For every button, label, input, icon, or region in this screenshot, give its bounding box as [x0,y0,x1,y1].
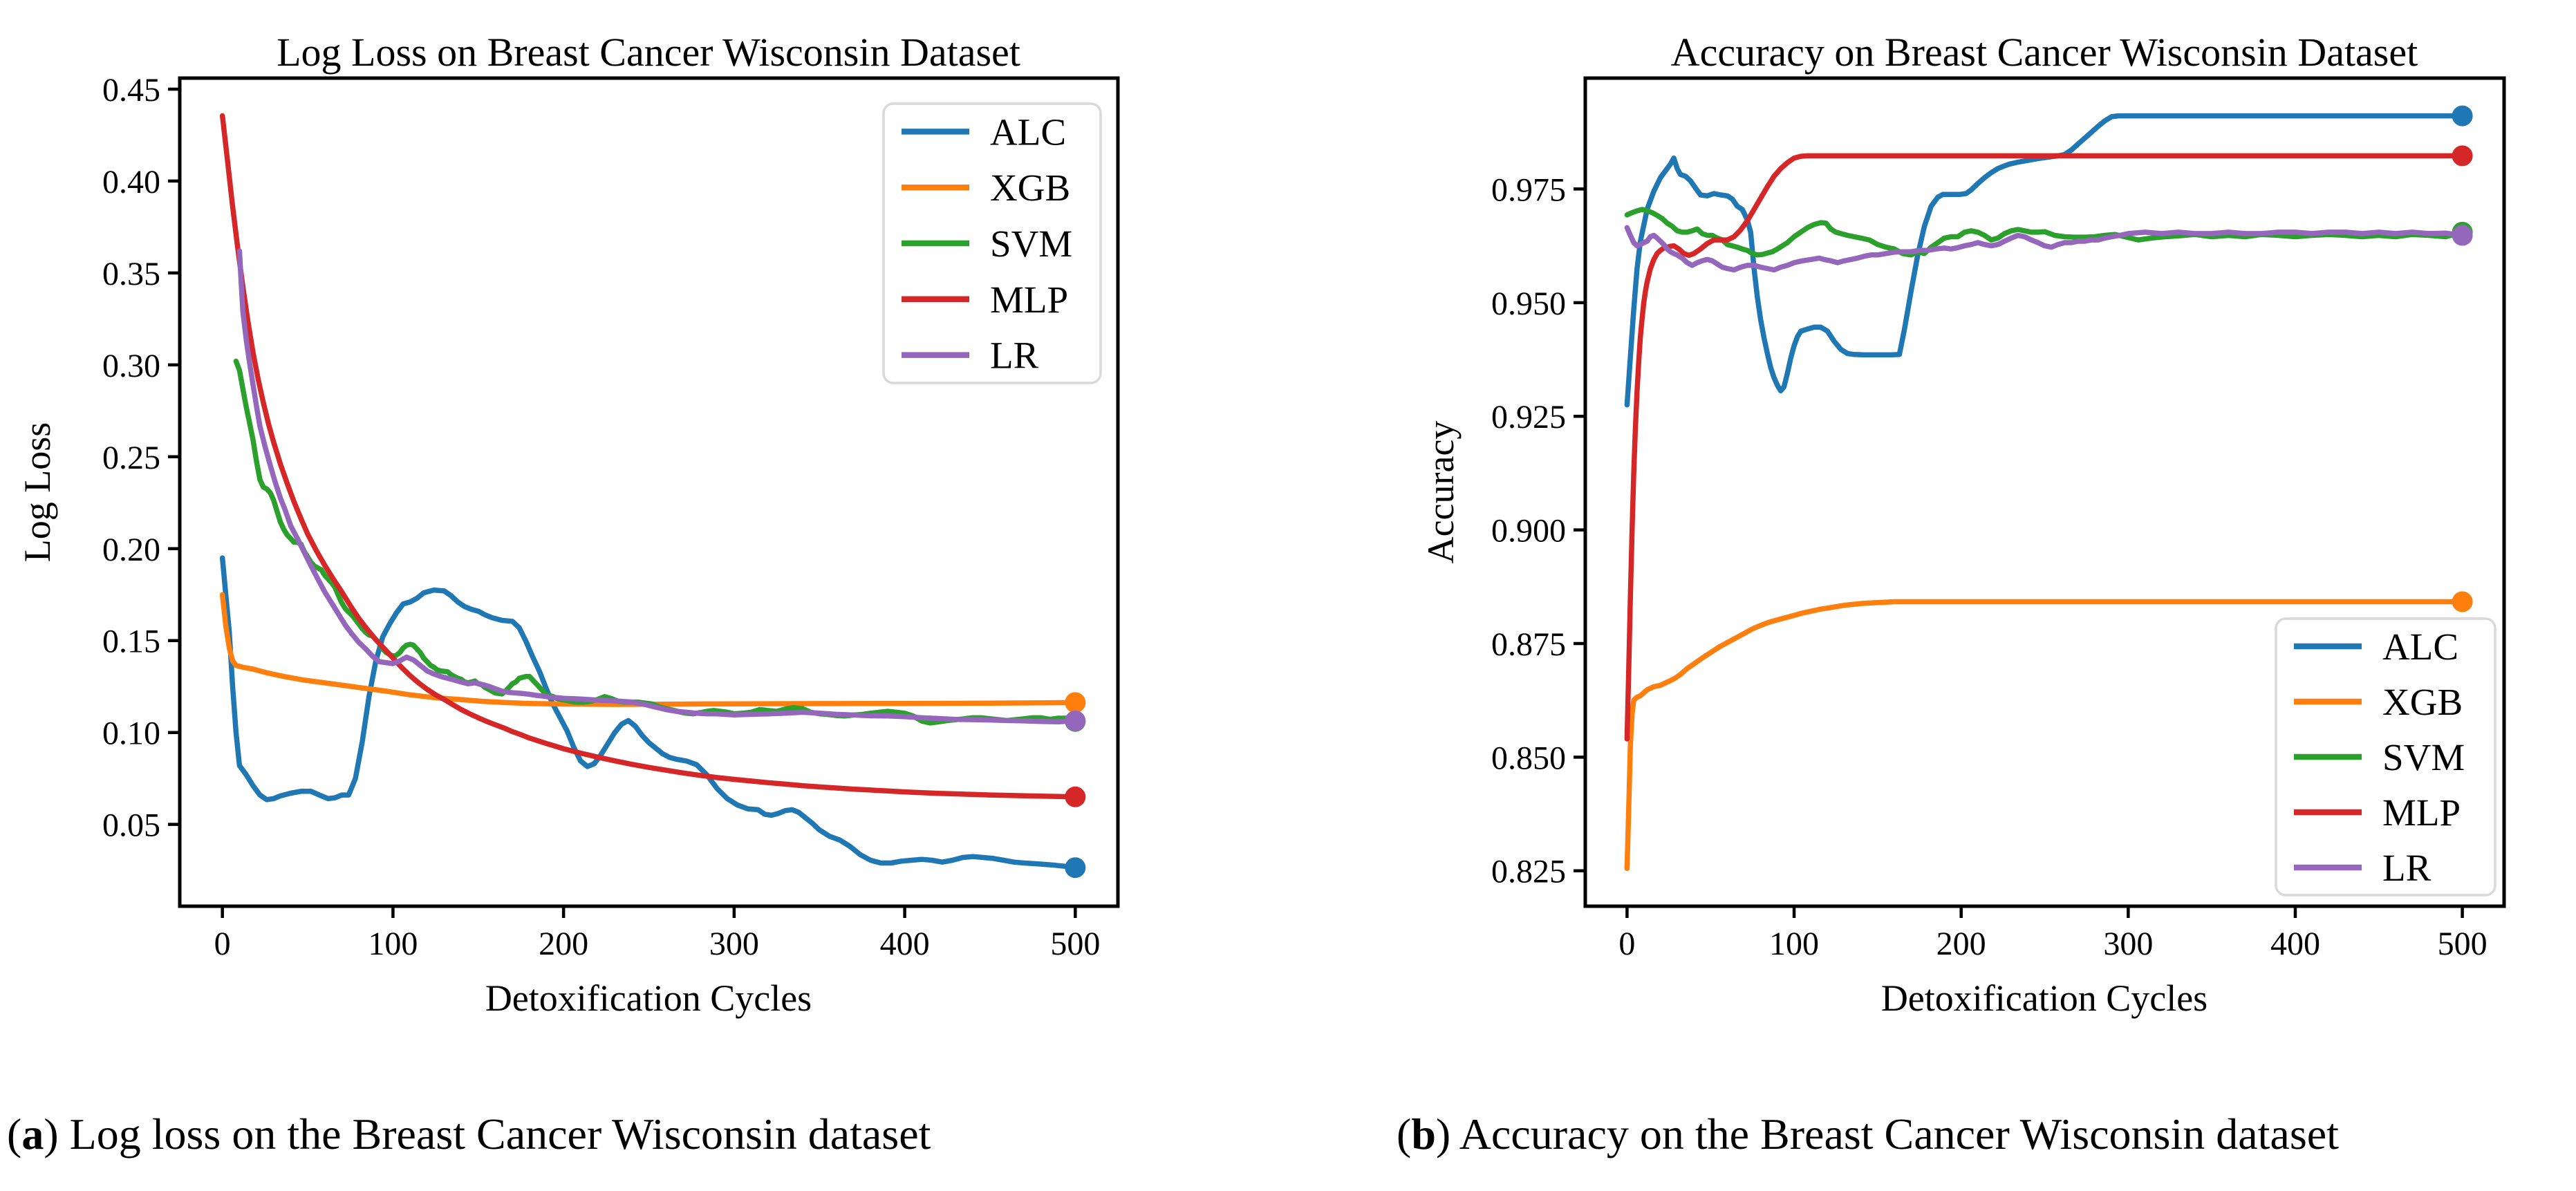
series-line-mlp [219,113,1079,800]
chart-b-accuracy: Accuracy on Breast Cancer Wisconsin Data… [1420,30,2506,1019]
chart-b-title: Accuracy on Breast Cancer Wisconsin Data… [1671,30,2418,75]
series-line-alc [1624,113,2465,408]
series-end-marker-lr [1065,710,1086,731]
legend-label-svm: SVM [990,223,1072,265]
legend-label-mlp: MLP [2382,791,2461,834]
legend-label-alc: ALC [990,111,1066,153]
series-end-marker-mlp [1065,786,1086,807]
y-tick-label: 0.900 [1491,513,1566,550]
series-line-svm [233,358,1079,726]
y-tick-label: 0.40 [102,164,160,200]
y-tick-label: 0.35 [102,256,160,292]
caption-b-letter: b [1411,1109,1436,1159]
x-tick-label: 500 [1050,926,1100,962]
x-tick-label: 0 [1618,926,1635,962]
legend-label-lr: LR [990,335,1039,377]
legend-label-xgb: XGB [2382,681,2463,723]
legend-label-mlp: MLP [990,279,1068,321]
x-tick-label: 0 [214,926,231,962]
legend-label-xgb: XGB [990,167,1070,209]
series-end-marker-alc [2452,105,2473,126]
x-tick-label: 400 [2270,926,2320,962]
y-tick-label: 0.950 [1491,285,1566,322]
caption-a: (a) Log loss on the Breast Cancer Wiscon… [7,1109,931,1159]
legend-box [882,102,1102,384]
y-tick-label: 0.825 [1491,854,1566,890]
x-tick-label: 100 [1769,926,1819,962]
y-tick-label: 0.05 [102,807,160,844]
series-line-xgb [1624,599,2465,872]
series-line-alc [219,555,1079,870]
y-tick-label: 0.25 [102,440,160,476]
series-line-xgb [219,592,1079,707]
y-tick-label: 0.45 [102,72,160,109]
chart-b-xlabel: Detoxification Cycles [1881,977,2208,1019]
caption-a-letter: a [21,1109,44,1159]
chart-a-log-loss: Log Loss on Breast Cancer Wisconsin Data… [17,30,1120,1019]
y-tick-label: 0.850 [1491,740,1566,776]
legend-label-alc: ALC [2382,626,2458,668]
series-line-lr [1624,225,2465,273]
y-tick-label: 0.925 [1491,399,1566,435]
y-tick-label: 0.15 [102,623,160,660]
x-tick-label: 500 [2438,926,2488,962]
series-line-lr [236,248,1079,725]
y-tick-label: 0.975 [1491,171,1566,208]
caption-a-text: Log loss on the Breast Cancer Wisconsin … [58,1109,931,1159]
chart-b-ylabel: Accuracy [1420,421,1462,564]
plot-frame [178,76,1120,908]
y-tick-label: 0.30 [102,348,160,384]
y-tick-label: 0.875 [1491,626,1566,663]
chart-a-xlabel: Detoxification Cycles [485,977,812,1019]
x-tick-label: 100 [368,926,418,962]
series-line-mlp [1624,153,2465,742]
legend-label-lr: LR [2382,847,2432,889]
x-tick-label: 300 [2103,926,2153,962]
y-tick-label: 0.10 [102,715,160,752]
chart-a-ylabel: Log Loss [17,422,58,563]
series-end-marker-mlp [2452,145,2473,167]
plot-frame [1583,76,2506,908]
x-tick-label: 300 [709,926,759,962]
series-end-marker-lr [2452,225,2473,246]
caption-b-text: Accuracy on the Breast Cancer Wisconsin … [1450,1109,2339,1159]
legend-box [2275,617,2496,897]
series-end-marker-xgb [1065,692,1086,713]
caption-b: (b) Accuracy on the Breast Cancer Wiscon… [1397,1109,2339,1159]
legend-label-svm: SVM [2382,736,2465,778]
series-end-marker-alc [1065,857,1086,879]
series-end-marker-xgb [2452,591,2473,612]
x-tick-label: 200 [1936,926,1986,962]
x-tick-label: 200 [539,926,588,962]
y-tick-label: 0.20 [102,532,160,568]
x-tick-label: 400 [880,926,930,962]
chart-a-title: Log Loss on Breast Cancer Wisconsin Data… [277,30,1020,75]
